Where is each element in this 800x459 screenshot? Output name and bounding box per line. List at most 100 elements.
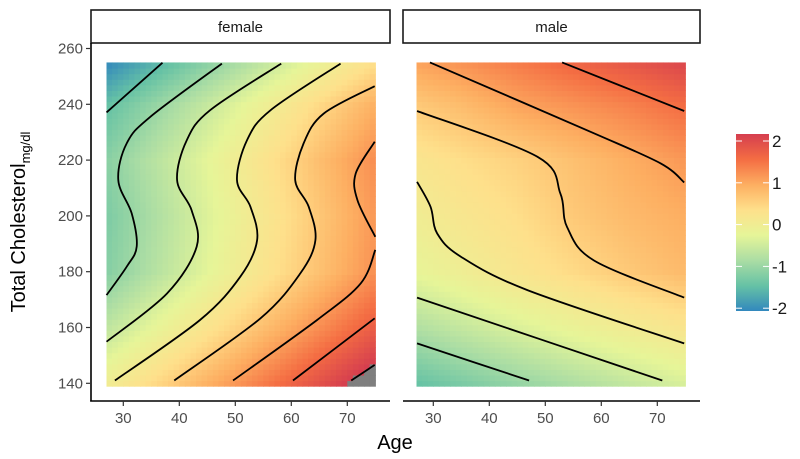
heat-cell (168, 347, 175, 354)
heat-cell (207, 374, 214, 382)
heat-cell (438, 268, 446, 276)
heat-cell (285, 140, 292, 147)
heat-cell (500, 68, 507, 75)
heat-cell (584, 302, 591, 309)
heat-cell (134, 369, 141, 376)
heat-cell (601, 68, 608, 75)
heat-cell (528, 330, 535, 337)
heat-cell (472, 101, 479, 108)
heat-cell (450, 324, 457, 331)
heat-cell (162, 307, 169, 315)
heat-cell (534, 257, 541, 264)
heat-cell (612, 84, 619, 91)
heat-cell (438, 190, 446, 197)
heat-cell (274, 280, 281, 287)
heat-cell (506, 252, 513, 259)
heat-cell (246, 341, 253, 348)
heat-cell (444, 369, 451, 376)
heat-cell (545, 123, 552, 131)
heat-cell (168, 112, 175, 119)
heat-cell (330, 157, 337, 164)
heat-cell (539, 196, 546, 203)
heat-cell (461, 62, 468, 69)
heat-cell (224, 302, 231, 309)
heat-cell (296, 101, 304, 108)
heat-cell (444, 196, 451, 203)
heat-cell (595, 218, 602, 225)
heat-cell (455, 162, 462, 170)
heat-cell (595, 140, 602, 147)
heat-cell (263, 224, 270, 231)
heat-cell (612, 118, 619, 125)
heat-cell (207, 90, 214, 97)
heat-cell (280, 68, 287, 75)
heat-cell (427, 79, 434, 86)
heat-cell (123, 151, 130, 158)
heat-cell (606, 185, 614, 192)
heat-cell (268, 84, 276, 91)
heat-cell (341, 134, 348, 142)
heat-cell (358, 95, 365, 103)
heat-cell (427, 302, 434, 309)
heat-cell (173, 190, 180, 197)
heat-cell (252, 112, 259, 119)
heat-cell (280, 347, 287, 354)
heat-cell (257, 380, 264, 387)
heat-cell (319, 341, 326, 348)
heat-cell (427, 241, 434, 248)
heat-cell (134, 162, 141, 170)
heat-cell (601, 174, 608, 181)
heat-cell (517, 246, 524, 253)
heat-cell (422, 347, 429, 354)
heat-cell (489, 90, 496, 97)
heat-cell (618, 302, 625, 309)
heat-cell (584, 330, 591, 337)
heat-cell (285, 157, 292, 164)
heat-cell (106, 196, 113, 203)
heat-cell (235, 157, 242, 164)
heat-cell (196, 363, 203, 370)
heat-cell (235, 280, 242, 287)
heat-cell (517, 157, 524, 164)
heat-cell (224, 68, 231, 75)
heat-cell (151, 352, 158, 359)
heat-cell (472, 274, 479, 281)
heat-cell (151, 174, 158, 181)
heat-cell (618, 207, 625, 214)
heat-cell (268, 174, 276, 181)
heat-cell (623, 196, 630, 203)
heat-cell (584, 341, 591, 348)
heat-cell (450, 235, 457, 242)
heat-cell (207, 330, 214, 337)
heat-cell (308, 218, 315, 225)
heat-cell (522, 246, 530, 253)
heat-cell (545, 369, 552, 376)
heat-cell (358, 62, 365, 69)
heat-cell (140, 335, 147, 343)
heat-cell (444, 291, 451, 298)
heat-cell (274, 291, 281, 298)
heat-cell (268, 335, 276, 343)
heat-cell (151, 374, 158, 382)
heat-cell (461, 112, 468, 119)
heat-cell (534, 369, 541, 376)
heat-cell (450, 335, 457, 343)
heat-cell (444, 179, 451, 186)
heat-cell (494, 268, 502, 276)
heat-cell (330, 213, 337, 220)
heat-cell (489, 79, 496, 86)
heat-cell (578, 302, 586, 309)
heat-cell (427, 213, 434, 220)
heat-cell (438, 313, 446, 320)
heat-cell (466, 341, 474, 348)
heat-cell (364, 313, 371, 320)
heat-cell (330, 196, 337, 203)
heat-cell (336, 268, 343, 276)
heat-cell (106, 241, 113, 248)
heat-cell (212, 207, 220, 214)
heat-cell (212, 129, 220, 136)
heat-cell (330, 296, 337, 303)
heat-cell (444, 201, 451, 209)
heat-cell (494, 95, 502, 103)
heat-cell (280, 157, 287, 164)
